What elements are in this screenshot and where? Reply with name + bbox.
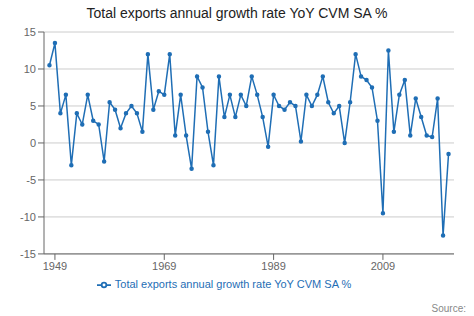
svg-text:0: 0 (30, 137, 36, 149)
svg-text:-15: -15 (20, 248, 36, 260)
svg-text:1969: 1969 (152, 260, 176, 272)
html-text:Total exports annual growth ra: Total exports annual growth rate YoY CVM… (86, 5, 388, 21)
svg-text:2009: 2009 (371, 260, 395, 272)
html-text:Source:: Source: (431, 303, 466, 314)
html-text:Total exports annual growth ra: Total exports annual growth rate YoY CVM… (114, 277, 352, 290)
svg-text:-5: -5 (26, 174, 36, 186)
svg-text:5: 5 (30, 100, 36, 112)
svg-text:1989: 1989 (261, 260, 285, 272)
svg-text:1949: 1949 (43, 260, 67, 272)
svg-text:15: 15 (24, 26, 36, 38)
svg-text:10: 10 (24, 63, 36, 75)
svg-text:-10: -10 (20, 211, 36, 223)
